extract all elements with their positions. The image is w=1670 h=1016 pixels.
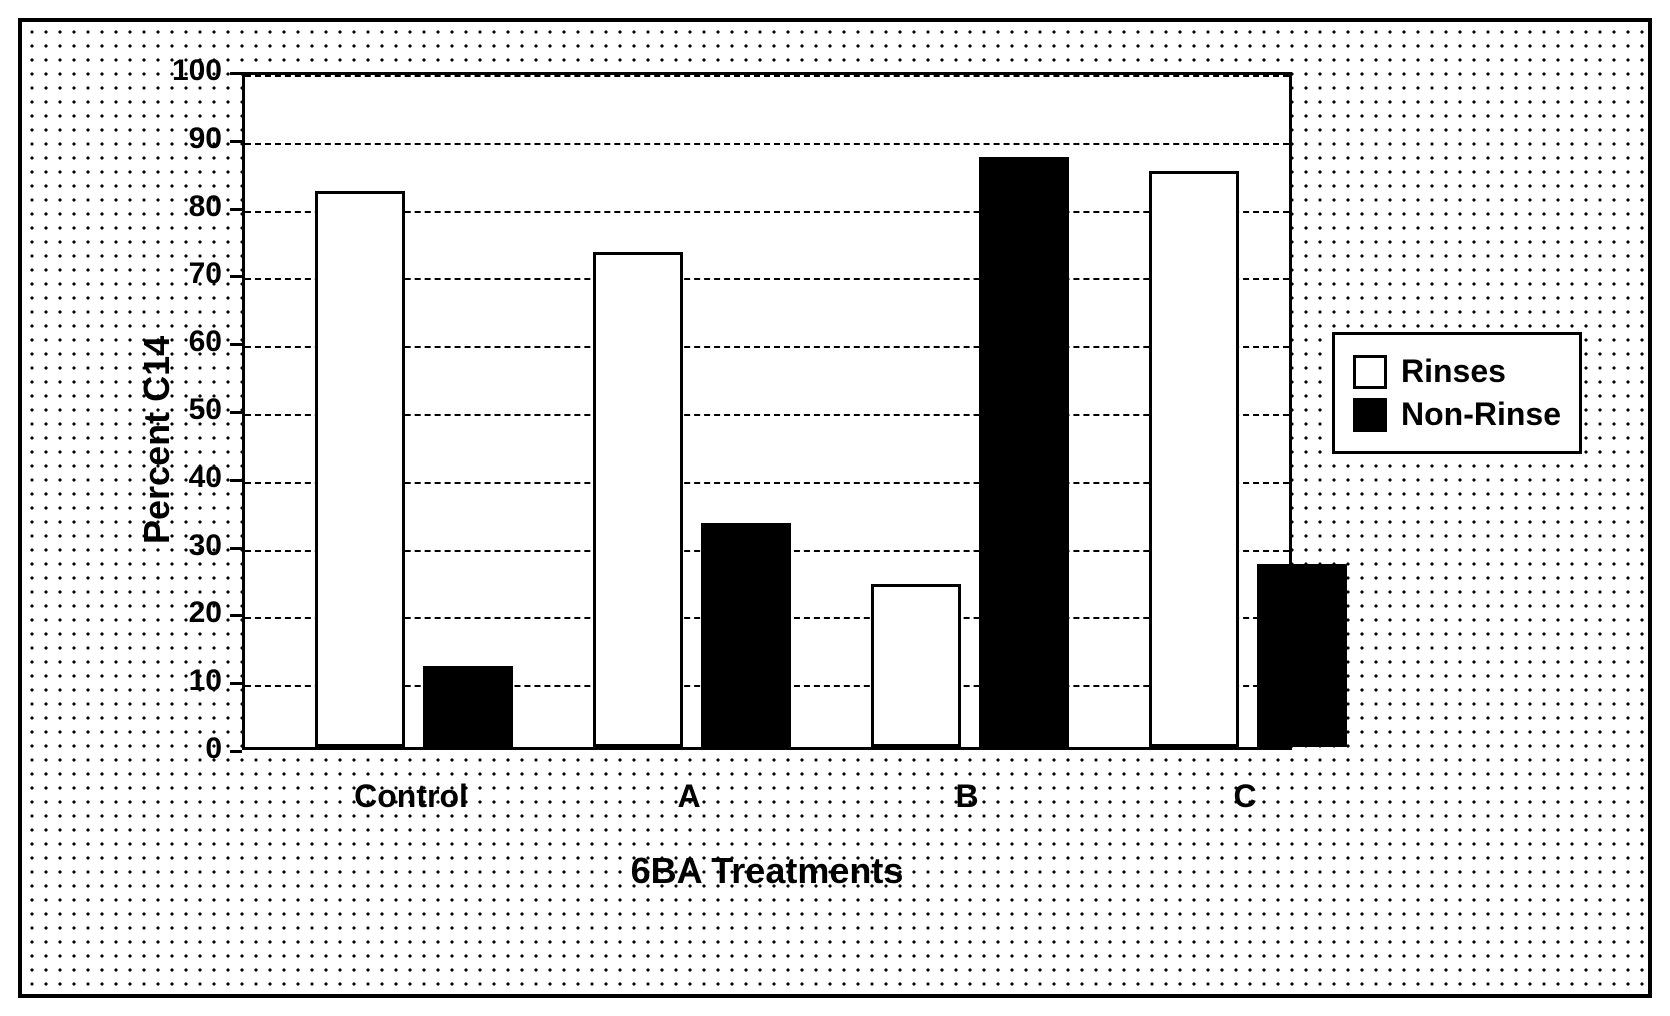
- y-tick-mark: [230, 343, 242, 346]
- x-tick-label: A: [599, 778, 779, 815]
- y-tick-label: 20: [152, 596, 222, 630]
- bar: [423, 666, 513, 747]
- x-tick-label: C: [1155, 778, 1335, 815]
- y-tick-mark: [230, 614, 242, 617]
- y-tick-label: 0: [152, 732, 222, 766]
- y-tick-mark: [230, 72, 242, 75]
- y-tick-mark: [230, 479, 242, 482]
- legend-label: Rinses: [1401, 353, 1506, 390]
- y-tick-label: 80: [152, 190, 222, 224]
- bar: [1257, 564, 1347, 747]
- y-tick-mark: [230, 208, 242, 211]
- legend-swatch-icon: [1353, 398, 1387, 432]
- bar: [1149, 171, 1239, 747]
- y-tick-mark: [230, 140, 242, 143]
- x-tick-label: Control: [321, 778, 501, 815]
- bar: [701, 523, 791, 747]
- legend: Rinses Non-Rinse: [1332, 332, 1582, 454]
- gridline: [245, 143, 1289, 145]
- bar: [871, 584, 961, 747]
- plot-area: [242, 72, 1292, 750]
- y-tick-mark: [230, 275, 242, 278]
- y-tick-label: 90: [152, 122, 222, 156]
- legend-swatch-icon: [1353, 355, 1387, 389]
- y-tick-mark: [230, 547, 242, 550]
- y-tick-label: 100: [152, 54, 222, 88]
- bar: [593, 252, 683, 747]
- chart-frame: 0102030405060708090100 ControlABC Percen…: [18, 18, 1652, 998]
- y-tick-mark: [230, 682, 242, 685]
- legend-item-non-rinse: Non-Rinse: [1353, 396, 1561, 433]
- bar: [979, 157, 1069, 747]
- x-tick-label: B: [877, 778, 1057, 815]
- legend-item-rinses: Rinses: [1353, 353, 1561, 390]
- gridline: [245, 75, 1289, 77]
- y-tick-mark: [230, 750, 242, 753]
- legend-label: Non-Rinse: [1401, 396, 1561, 433]
- bar: [315, 191, 405, 747]
- y-tick-label: 10: [152, 664, 222, 698]
- x-axis-label: 6BA Treatments: [242, 850, 1292, 892]
- y-tick-mark: [230, 411, 242, 414]
- y-axis-label: Percent C14: [136, 284, 178, 544]
